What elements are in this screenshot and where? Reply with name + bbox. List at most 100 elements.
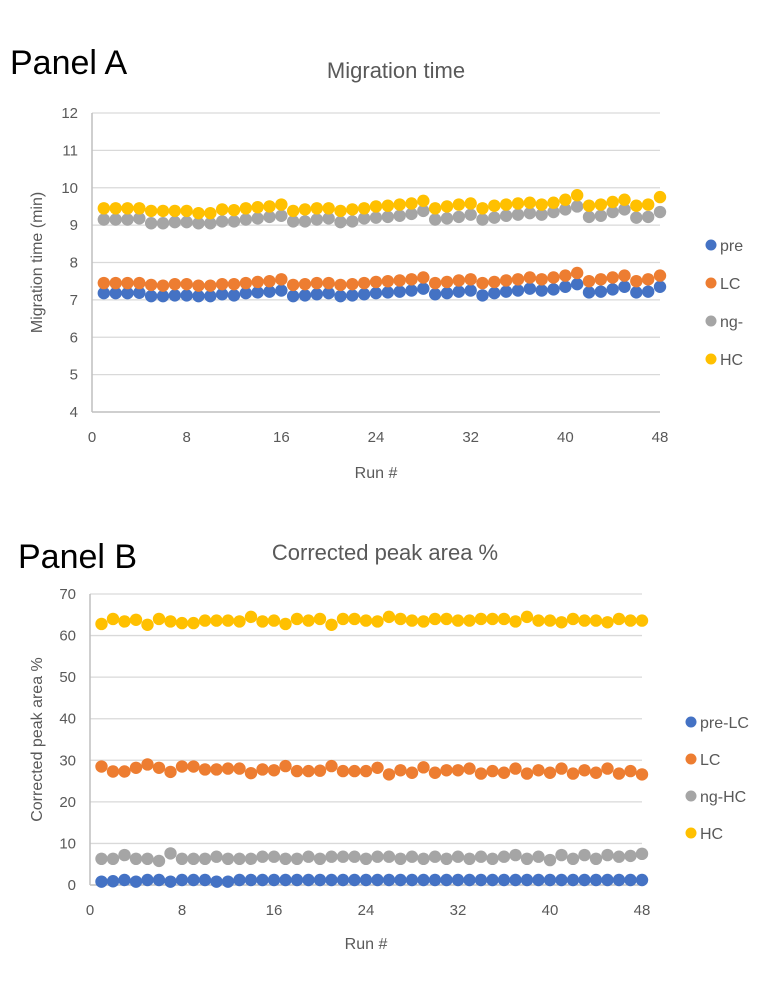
data-point-hc [417, 615, 430, 628]
data-point-pre [547, 283, 560, 296]
data-point-ng- [417, 204, 430, 218]
data-point-pre-lc [348, 873, 361, 887]
data-point-hc [474, 612, 488, 626]
data-point-ng- [547, 205, 560, 219]
data-point-lc [369, 275, 383, 289]
y-tick-label: 6 [70, 329, 78, 346]
data-point-hc [566, 612, 580, 626]
y-tick-label: 10 [59, 835, 76, 852]
data-point-pre-lc [359, 873, 373, 887]
data-point-lc [175, 760, 189, 773]
data-point-ng-hc [589, 852, 603, 866]
data-point-pre [357, 288, 371, 301]
data-point-ng- [215, 215, 229, 228]
data-point-hc [405, 197, 418, 210]
data-point-hc [520, 610, 534, 624]
data-point-pre [168, 289, 182, 302]
legend-marker [685, 753, 697, 765]
data-point-pre [381, 286, 395, 299]
data-point-ng- [204, 217, 217, 230]
data-point-ng- [192, 217, 205, 230]
legend-marker [705, 277, 717, 289]
data-point-lc [566, 767, 580, 780]
data-point-pre [310, 288, 324, 301]
data-point-hc [192, 206, 205, 220]
data-point-hc [121, 202, 134, 215]
data-point-ng-hc [566, 852, 580, 866]
data-point-hc [371, 615, 384, 628]
data-point-ng-hc [336, 850, 350, 863]
y-tick-label: 0 [68, 877, 76, 894]
data-point-lc [334, 278, 347, 292]
data-point-hc [267, 614, 281, 627]
data-point-hc [393, 198, 406, 211]
data-point-pre [334, 289, 347, 303]
data-point-pre-lc [256, 873, 269, 887]
data-point-ng-hc [106, 852, 120, 866]
data-point-pre [251, 286, 264, 299]
data-point-pre-lc [624, 873, 637, 887]
data-point-lc [310, 276, 324, 290]
data-point-pre [204, 289, 217, 303]
data-point-ng-hc [509, 848, 522, 862]
data-point-ng-hc [543, 853, 557, 867]
data-point-lc [570, 266, 584, 280]
data-point-pre-lc [141, 873, 154, 887]
data-point-lc [606, 271, 619, 284]
data-point-ng- [440, 212, 454, 225]
data-point-hc [612, 612, 626, 626]
x-tick-label: 48 [652, 429, 669, 446]
data-point-pre-lc [187, 873, 200, 887]
data-point-pre-lc [152, 873, 166, 887]
data-point-ng- [144, 217, 158, 230]
data-point-pre-lc [336, 873, 350, 887]
data-point-ng-hc [601, 848, 614, 862]
data-point-hc [210, 614, 223, 627]
legend-marker [685, 716, 697, 728]
data-point-ng-hc [520, 852, 534, 866]
data-point-lc [164, 765, 177, 779]
data-point-hc [244, 610, 258, 624]
data-point-lc [532, 764, 545, 777]
data-point-ng-hc [440, 852, 453, 866]
data-point-hc [175, 616, 189, 630]
data-point-ng- [156, 217, 170, 230]
x-axis-label: Run # [345, 936, 388, 953]
data-point-lc [381, 274, 395, 288]
data-point-ng- [488, 211, 501, 224]
legend-label: pre-LC [700, 715, 749, 732]
data-point-pre [511, 284, 525, 297]
data-point-lc [118, 765, 131, 778]
data-point-lc [440, 275, 454, 289]
data-point-ng- [464, 208, 477, 221]
data-point-hc [601, 616, 614, 629]
data-point-hc [624, 614, 637, 627]
data-point-ng- [251, 212, 264, 225]
data-point-hc [582, 199, 596, 212]
data-point-ng-hc [348, 850, 361, 863]
data-point-pre [405, 284, 418, 297]
data-point-ng- [559, 203, 572, 216]
data-point-lc [346, 277, 359, 291]
data-point-pre [606, 283, 619, 296]
data-point-ng-hc [428, 850, 442, 863]
data-point-ng-hc [497, 850, 511, 863]
data-point-pre-lc [371, 873, 384, 887]
data-point-pre-lc [509, 873, 522, 887]
data-point-pre-lc [129, 875, 143, 888]
data-point-pre [97, 286, 111, 300]
data-point-pre [369, 286, 383, 300]
data-point-lc [488, 275, 501, 289]
data-point-ng- [357, 212, 371, 225]
x-tick-label: 0 [86, 902, 94, 919]
data-point-lc [589, 766, 603, 779]
x-axis-label: Run # [355, 465, 398, 482]
data-point-ng-hc [302, 850, 315, 863]
data-point-ng- [334, 215, 347, 229]
data-point-pre [393, 285, 406, 298]
data-point-pre-lc [325, 873, 338, 887]
data-point-hc [486, 612, 499, 626]
data-point-pre-lc [290, 873, 304, 887]
data-point-hc [144, 204, 158, 218]
data-point-hc [286, 204, 300, 218]
